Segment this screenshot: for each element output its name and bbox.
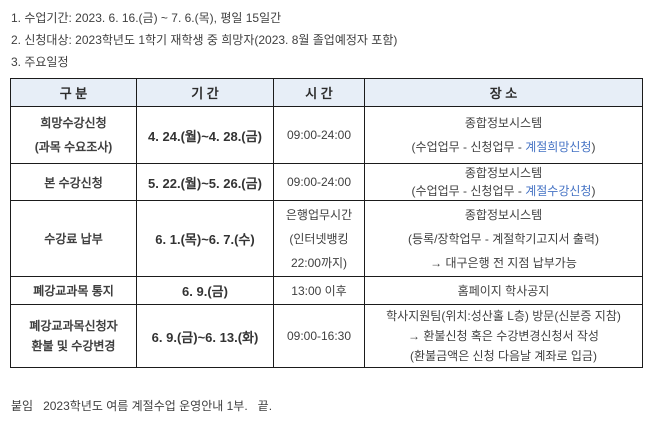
place-cell: 종합정보시스템 (수업업무 - 신청업무 - 계절수강신청) (364, 163, 643, 201)
row-refund-and-change: 폐강교과목신청자 환불 및 수강변경 6. 9.(금)~6. 13.(화) 09… (10, 304, 643, 368)
place-menu-suffix: ) (591, 140, 596, 154)
place-menu-line: (수업업무 - 신청업무 - 계절수강신청) (367, 182, 640, 200)
seasonal-course-link: 계절수강신청 (525, 184, 592, 198)
place-cell: 학사지원팀(위치:성산홀 L층) 방문(신분증 지참) → 환불신청 혹은 수강… (364, 304, 643, 368)
row-main-registration: 본 수강신청 5. 22.(월)~5. 26.(금) 09:00-24:00 종… (10, 163, 643, 201)
period-cell: 5. 22.(월)~5. 26.(금) (136, 163, 274, 201)
intro-line-eligibility: 2. 신청대상: 2023학년도 1학기 재학생 중 희망자(2023. 8월 … (11, 33, 398, 47)
time-cell: 09:00-24:00 (273, 106, 365, 164)
time-line: (인터넷뱅킹 (289, 231, 349, 246)
category-line: 폐강교과목신청자 (29, 319, 118, 333)
place-line: 종합정보시스템 (464, 207, 543, 222)
place-line: → 환불신청 혹은 수강변경신청서 작성 (408, 329, 599, 343)
category-cell: 본 수강신청 (10, 163, 137, 201)
row-tuition-payment: 수강료 납부 6. 1.(목)~6. 7.(수) 은행업무시간 (인터넷뱅킹 2… (10, 200, 643, 277)
place-line: (등록/장학업무 - 계절학기고지서 출력) (408, 231, 599, 246)
time-cell: 09:00-16:30 (273, 304, 365, 368)
table-header-row: 구 분 기 간 시 간 장 소 (10, 78, 643, 107)
row-closed-course-notice: 폐강교과목 통지 6. 9.(금) 13:00 이후 홈페이지 학사공지 (10, 276, 643, 305)
place-menu-line: (수업업무 - 신청업무 - 계절희망신청) (367, 135, 640, 159)
category-line: (과목 수요조사) (34, 140, 113, 154)
place-menu-prefix: (수업업무 - 신청업무 - (411, 184, 526, 198)
category-cell: 폐강교과목 통지 (10, 276, 137, 305)
period-cell: 4. 24.(월)~4. 28.(금) (136, 106, 274, 164)
category-cell: 폐강교과목신청자 환불 및 수강변경 (10, 304, 137, 368)
category-cell: 수강료 납부 (10, 200, 137, 277)
category-line: 환불 및 수강변경 (31, 339, 116, 353)
place-line: (환불금액은 신청 다음날 계좌로 입금) (410, 349, 597, 363)
header-cell-place: 장 소 (364, 78, 643, 107)
period-cell: 6. 9.(금) (136, 276, 274, 305)
place-system-line: 종합정보시스템 (464, 166, 543, 180)
time-cell: 09:00-24:00 (273, 163, 365, 201)
header-cell-time: 시 간 (273, 78, 365, 107)
place-cell: 홈페이지 학사공지 (364, 276, 643, 305)
period-cell: 6. 1.(목)~6. 7.(수) (136, 200, 274, 277)
row-wish-registration: 희망수강신청 (과목 수요조사) 4. 24.(월)~4. 28.(금) 09:… (10, 106, 643, 164)
schedule-table: 구 분 기 간 시 간 장 소 희망수강신청 (과목 수요조사) 4. 24.(… (10, 78, 643, 368)
time-cell: 13:00 이후 (273, 276, 365, 305)
intro-line-course-period: 1. 수업기간: 2023. 6. 16.(금) ~ 7. 6.(목), 평일 … (11, 11, 282, 25)
category-line: 희망수강신청 (40, 116, 107, 130)
category-cell: 희망수강신청 (과목 수요조사) (10, 106, 137, 164)
time-line: 은행업무시간 (285, 207, 353, 222)
place-cell: 종합정보시스템 (수업업무 - 신청업무 - 계절희망신청) (364, 106, 643, 164)
intro-line-schedule-heading: 3. 주요일정 (11, 55, 69, 69)
place-system-line: 종합정보시스템 (464, 116, 543, 130)
attachment-footer: 붙임 2023학년도 여름 계절수업 운영안내 1부. 끝. (11, 399, 273, 413)
place-cell: 종합정보시스템 (등록/장학업무 - 계절학기고지서 출력) → 대구은행 전 … (364, 200, 643, 277)
place-menu-suffix: ) (591, 184, 596, 198)
header-cell-category: 구 분 (10, 78, 137, 107)
header-cell-period: 기 간 (136, 78, 274, 107)
place-line: → 대구은행 전 지점 납부가능 (430, 255, 577, 270)
seasonal-wish-link: 계절희망신청 (525, 140, 592, 154)
place-line: 학사지원팀(위치:성산홀 L층) 방문(신분증 지참) (386, 309, 621, 323)
period-cell: 6. 9.(금)~6. 13.(화) (136, 304, 274, 368)
time-line: 22:00까지) (290, 255, 348, 270)
time-cell: 은행업무시간 (인터넷뱅킹 22:00까지) (273, 200, 365, 277)
intro-section: 1. 수업기간: 2023. 6. 16.(금) ~ 7. 6.(목), 평일 … (11, 7, 672, 73)
place-menu-prefix: (수업업무 - 신청업무 - (411, 140, 526, 154)
